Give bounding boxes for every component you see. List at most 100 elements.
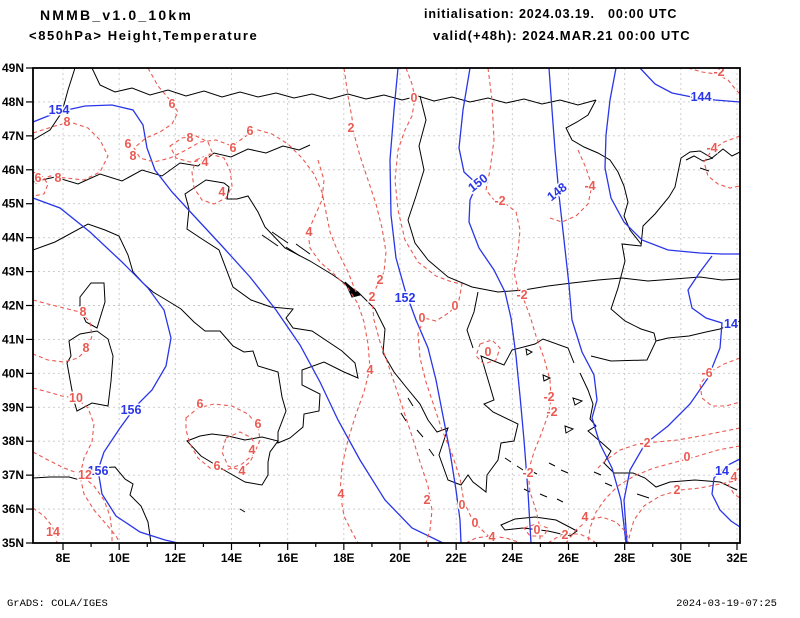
temperature-contour-label: 6 <box>214 459 221 473</box>
temperature-contour-label: 0 <box>411 91 418 105</box>
temperature-contour-label: 4 <box>306 225 313 239</box>
temperature-contour-label: 0 <box>459 498 466 512</box>
coastline-turkey-north <box>655 320 740 342</box>
adriatic-islands <box>261 231 311 257</box>
y-axis-label: 37N <box>2 468 24 482</box>
temp-contour-2main <box>343 68 433 543</box>
temperature-contour-label: -4 <box>584 179 595 193</box>
height-contour-label: 14 <box>724 317 738 331</box>
border-east <box>565 99 642 245</box>
y-axis-label: 46N <box>2 163 24 177</box>
temp-contour-12 <box>33 451 113 543</box>
temperature-contour-label: 0 <box>485 345 492 359</box>
border-carpathian <box>407 95 429 261</box>
coastline-sardinia <box>66 330 114 412</box>
grid-layer <box>33 68 740 543</box>
temperature-contour-label: -4 <box>706 141 717 155</box>
coastline-crete <box>500 516 578 537</box>
temp-contour-6north <box>133 68 357 293</box>
height-contour-label: 156 <box>88 464 109 478</box>
temperature-contour-label: -2 <box>494 194 505 208</box>
temperature-contour-label: 8 <box>80 305 87 319</box>
aegean-islands <box>239 348 650 513</box>
temperature-contour-label: -2 <box>639 436 650 450</box>
height-contour-156 <box>33 197 179 543</box>
height-contour-label: 152 <box>395 291 416 305</box>
temperature-contour-label: 4 <box>489 530 496 544</box>
temperature-contour-label: 6 <box>125 137 132 151</box>
temp-contour-0loopb <box>523 523 549 537</box>
temperature-contour-label: 6 <box>169 97 176 111</box>
x-axis-label: 14E <box>221 551 242 565</box>
height-contour-label: 144 <box>691 90 712 104</box>
y-axis-label: 43N <box>2 265 24 279</box>
x-axis-label: 18E <box>333 551 354 565</box>
temp-contour-m6 <box>699 357 740 407</box>
coastline-africa <box>33 466 152 543</box>
y-axis-label: 42N <box>2 299 24 313</box>
x-axis-label: 22E <box>445 551 466 565</box>
temperature-contour-label: 10 <box>69 391 83 405</box>
y-axis-label: 47N <box>2 129 24 143</box>
x-axis-label: 8E <box>56 551 71 565</box>
y-axis-label: 44N <box>2 231 24 245</box>
x-axis-label: 28E <box>614 551 635 565</box>
temp-contour-m2main <box>485 68 552 543</box>
temperature-contour-label: 8 <box>64 115 71 129</box>
temperature-contour-label: 4 <box>202 155 209 169</box>
y-axis-label: 35N <box>2 536 24 550</box>
temp-contour-m2br <box>595 427 740 471</box>
coastline-turkey-west <box>579 372 738 491</box>
temperature-contour-label: -2 <box>543 390 554 404</box>
x-axis-label: 24E <box>502 551 523 565</box>
temp-contour-0loop <box>475 339 501 365</box>
temperature-contour-label: -6 <box>701 366 712 380</box>
initialisation-time: initialisation: 2024.03.19. 00:00 UTC <box>424 7 678 21</box>
temperature-contour-label: 6 <box>247 124 254 138</box>
axis-layer: 8E 10E 12E 14E 16E 18E 20E 22E 24E 26E 28E 30E 32E 49… <box>2 61 748 565</box>
height-contour-label: 154 <box>49 103 70 117</box>
temperature-contour-label: 2 <box>369 290 376 304</box>
temperature-contour-label: -2 <box>516 288 527 302</box>
temperature-contour-label: 0 <box>419 311 426 325</box>
height-contour-layer <box>33 68 740 543</box>
model-name: NMMB_v1.0_10km <box>40 7 193 23</box>
temperature-contour-label: 2 <box>424 493 431 507</box>
height-contour-146a <box>604 68 740 255</box>
border-danube <box>427 259 740 293</box>
temp-contour-m4a <box>549 149 593 223</box>
y-axis-label: 45N <box>2 197 24 211</box>
temperature-contour-label: -2 <box>546 405 557 419</box>
temp-contour-8po <box>169 135 213 163</box>
height-contour-label: 14 <box>715 464 729 478</box>
border-balkans <box>466 291 479 349</box>
border-alps <box>33 144 311 185</box>
height-contour-144 <box>639 68 740 103</box>
temperature-contour-label: 4 <box>367 363 374 377</box>
temperature-contour-label: 0 <box>472 516 479 530</box>
height-contour-label: 150 <box>465 171 490 195</box>
coastline-corsica <box>79 282 106 329</box>
temperature-contour-label: 8 <box>55 171 62 185</box>
temperature-contour-label: 4 <box>338 487 345 501</box>
temp-contour-10 <box>33 387 121 543</box>
height-contour-152 <box>389 68 462 543</box>
temperature-contour-label: 12 <box>78 468 92 482</box>
temperature-contour-label: 14 <box>46 525 60 539</box>
product-title: <850hPa> Height,Temperature <box>29 28 259 43</box>
temperature-contour-layer <box>33 68 740 543</box>
x-axis-label: 12E <box>165 551 186 565</box>
border-central-europe <box>91 68 597 106</box>
x-axis-label: 32E <box>726 551 747 565</box>
temperature-contour-label: 6 <box>255 417 262 431</box>
temperature-contour-label: 4 <box>582 510 589 524</box>
temperature-contour-label: 2 <box>674 483 681 497</box>
height-contour-label: 148 <box>544 180 569 204</box>
temperature-contour-label: 8 <box>83 341 90 355</box>
temperature-contour-label: 4 <box>731 470 738 484</box>
temp-contour-2bs <box>547 533 597 543</box>
temperature-contour-label: 4 <box>249 443 256 457</box>
